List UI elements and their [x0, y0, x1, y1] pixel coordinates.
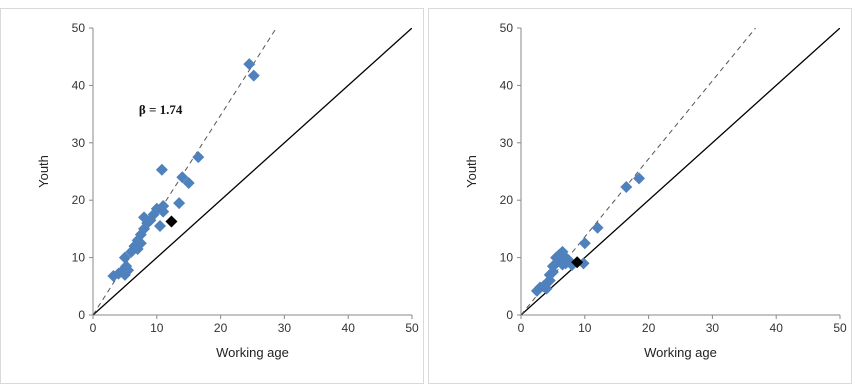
x-tick-label: 50: [833, 321, 847, 335]
x-tick-label: 40: [342, 321, 356, 335]
highlight-point: [165, 215, 178, 228]
scatter-chart-right: 0 10 20 30 40 50 0 10 20 30 40 50 Working age Youth: [464, 21, 847, 360]
y-tick-label: 10: [72, 251, 86, 265]
x-tick-label: 10: [150, 321, 164, 335]
chart-panel-left: 0 10 20 30 40 50 0 10 20 30 40 50 Working age Youth β …: [0, 8, 424, 384]
data-point: [578, 237, 591, 250]
y-tick-label: 0: [506, 308, 513, 322]
x-axis-label: Working age: [644, 345, 717, 360]
chart-border: [428, 8, 852, 384]
scatter-chart-left: 0 10 20 30 40 50 0 10 20 30 40 50 Working age Youth β …: [36, 21, 419, 360]
x-tick-label: 10: [578, 321, 592, 335]
data-point: [577, 257, 590, 270]
data-point: [243, 58, 256, 71]
data-point: [543, 268, 556, 281]
beta-annotation: β = 1.74: [139, 102, 183, 117]
y-tick-label: 40: [72, 78, 86, 92]
data-point: [633, 172, 646, 185]
x-tick-label: 20: [642, 321, 656, 335]
y-tick-label: 50: [500, 21, 514, 35]
highlight-point: [571, 256, 584, 269]
y-tick-label: 30: [500, 136, 514, 150]
data-point: [192, 151, 205, 164]
y-tick-label: 0: [78, 308, 85, 322]
data-point: [540, 282, 553, 295]
data-point: [157, 205, 170, 218]
x-tick-label: 50: [405, 321, 419, 335]
x-tick-label: 30: [706, 321, 720, 335]
y-tick-label: 40: [500, 78, 514, 92]
data-point: [153, 220, 166, 233]
x-tick-label: 30: [278, 321, 292, 335]
data-point: [591, 221, 604, 234]
y-tick-label: 30: [72, 136, 86, 150]
y-tick-label: 10: [500, 251, 514, 265]
reference-line: [93, 28, 412, 315]
y-axis-label: Youth: [464, 155, 479, 188]
reference-line: [521, 28, 840, 315]
data-point: [155, 163, 168, 176]
fit-line: [521, 28, 756, 315]
data-point: [182, 176, 195, 189]
data-point: [553, 254, 566, 267]
y-axis-label: Youth: [36, 155, 51, 188]
x-tick-label: 40: [770, 321, 784, 335]
y-tick-label: 50: [72, 21, 86, 35]
data-point: [546, 260, 559, 273]
data-point: [176, 171, 189, 184]
data-point: [134, 237, 147, 250]
data-point: [118, 251, 131, 264]
y-tick-label: 20: [500, 193, 514, 207]
data-point: [247, 69, 260, 82]
chart-border: [0, 8, 424, 384]
chart-panel-right: 0 10 20 30 40 50 0 10 20 30 40 50 Working age Youth: [428, 0, 856, 392]
data-point: [173, 197, 186, 210]
data-point: [559, 257, 572, 270]
x-axis-label: Working age: [216, 345, 289, 360]
x-tick-label: 0: [90, 321, 97, 335]
data-point: [122, 264, 135, 277]
x-tick-label: 0: [518, 321, 525, 335]
y-tick-label: 20: [72, 193, 86, 207]
data-point: [530, 284, 543, 297]
data-point: [620, 180, 633, 193]
x-tick-label: 20: [214, 321, 228, 335]
